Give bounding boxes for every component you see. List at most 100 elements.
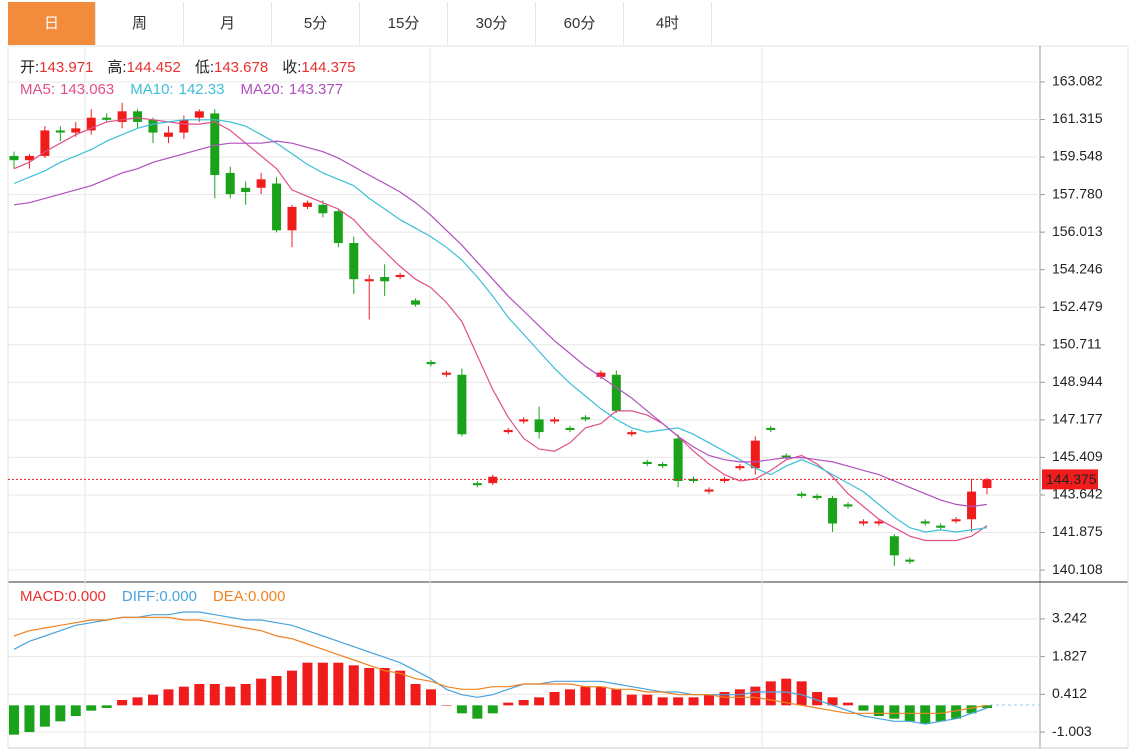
candle-body — [349, 243, 359, 280]
candle-body — [719, 478, 729, 481]
macd-bar — [209, 684, 220, 706]
y-tick-label: 156.013 — [1052, 223, 1103, 239]
candle-body — [920, 521, 930, 524]
macd-bar — [518, 700, 529, 706]
last-price-label: 144.375 — [1046, 471, 1097, 487]
candle-body — [843, 504, 853, 507]
macd-bar — [379, 668, 390, 706]
candle-body — [55, 130, 65, 133]
candle-body — [24, 155, 34, 161]
period-tab[interactable]: 5分 — [272, 2, 360, 45]
candle-body — [580, 417, 590, 420]
candle-body — [71, 128, 81, 133]
macd-bar — [456, 705, 467, 714]
y-tick-label: 147.177 — [1052, 411, 1103, 427]
macd-bar — [796, 681, 807, 706]
candle-body — [750, 440, 760, 469]
macd-bar — [704, 694, 714, 706]
candle-body — [642, 461, 652, 464]
candle-body — [148, 119, 158, 133]
candle-body — [426, 362, 436, 365]
legend-name: MA20: — [241, 81, 284, 98]
macd-bar — [9, 705, 19, 735]
period-tab[interactable]: 月 — [184, 2, 272, 45]
candle-body — [179, 119, 189, 133]
candle-body — [889, 536, 899, 556]
period-tab[interactable]: 30分 — [448, 2, 536, 45]
macd-bar — [410, 684, 421, 706]
period-tab[interactable]: 15分 — [360, 2, 448, 45]
candle-body — [982, 479, 992, 488]
info-label: 收: — [282, 59, 301, 76]
indicator-line — [13, 616, 988, 714]
legend-value: 143.377 — [289, 81, 343, 98]
y-tick-label: 154.246 — [1052, 260, 1103, 276]
candle-body — [658, 463, 668, 467]
macd-bar — [843, 702, 853, 706]
candle-body — [380, 277, 390, 282]
y-tick-label: 150.711 — [1052, 335, 1102, 351]
macd-bar — [426, 689, 436, 706]
candle-body — [225, 172, 235, 195]
y-tick-label: 141.875 — [1052, 523, 1103, 539]
macd-bar — [302, 662, 313, 706]
y-tick-label: 148.944 — [1052, 373, 1103, 389]
macd-bar — [472, 705, 483, 719]
macd-bar — [873, 705, 884, 716]
candle-body — [194, 111, 204, 118]
macd-bar — [117, 700, 128, 706]
candle-body — [611, 374, 621, 411]
macd-bar — [148, 694, 158, 706]
candle-body — [163, 132, 173, 137]
candle-body — [735, 466, 745, 469]
candle-body — [102, 117, 112, 120]
y-tick-label: 157.780 — [1052, 185, 1103, 201]
macd-bar — [240, 684, 251, 706]
indicator-line — [13, 117, 988, 542]
candle-body — [534, 419, 544, 433]
macd-bar — [333, 662, 344, 706]
macd-bar — [626, 694, 637, 706]
macd-bar — [101, 705, 112, 708]
macd-bar — [595, 686, 606, 706]
info-label: 开: — [20, 59, 39, 76]
macd-bar — [827, 697, 838, 706]
y-tick-label: 3.242 — [1052, 610, 1087, 626]
macd-bar — [642, 694, 653, 706]
period-tab[interactable]: 60分 — [536, 2, 624, 45]
macd-bar — [951, 705, 962, 719]
legend-name: MA10: — [130, 81, 173, 98]
candle-body — [395, 274, 405, 278]
legend-name: DIFF: — [122, 588, 160, 605]
macd-bar — [55, 705, 66, 722]
y-tick-label: 1.827 — [1052, 647, 1087, 663]
candle-body — [797, 493, 807, 496]
macd-bar — [688, 697, 699, 706]
y-tick-label: 163.082 — [1052, 73, 1103, 89]
candle-body — [550, 419, 560, 422]
macd-bar — [487, 705, 498, 714]
macd-bar — [86, 705, 97, 711]
candle-body — [828, 497, 838, 524]
candle-body — [302, 202, 312, 207]
indicator-line — [13, 140, 988, 508]
candle-body — [565, 427, 575, 431]
macd-bar — [534, 697, 545, 706]
candle-body — [241, 187, 251, 193]
period-tab[interactable]: 周 — [96, 2, 184, 45]
candle-body — [86, 117, 96, 131]
macd-bar — [163, 689, 174, 706]
candle-body — [272, 183, 282, 231]
candle-body — [488, 476, 498, 484]
period-tab[interactable]: 日 — [8, 2, 96, 45]
candle-body — [673, 438, 683, 481]
legend-name: MA5: — [20, 81, 55, 98]
macd-bar — [673, 697, 684, 706]
macd-bar — [24, 705, 35, 732]
period-tab[interactable]: 4时 — [624, 2, 712, 45]
candle-body — [503, 430, 513, 433]
macd-bar — [256, 678, 267, 706]
macd-bar — [178, 686, 189, 706]
